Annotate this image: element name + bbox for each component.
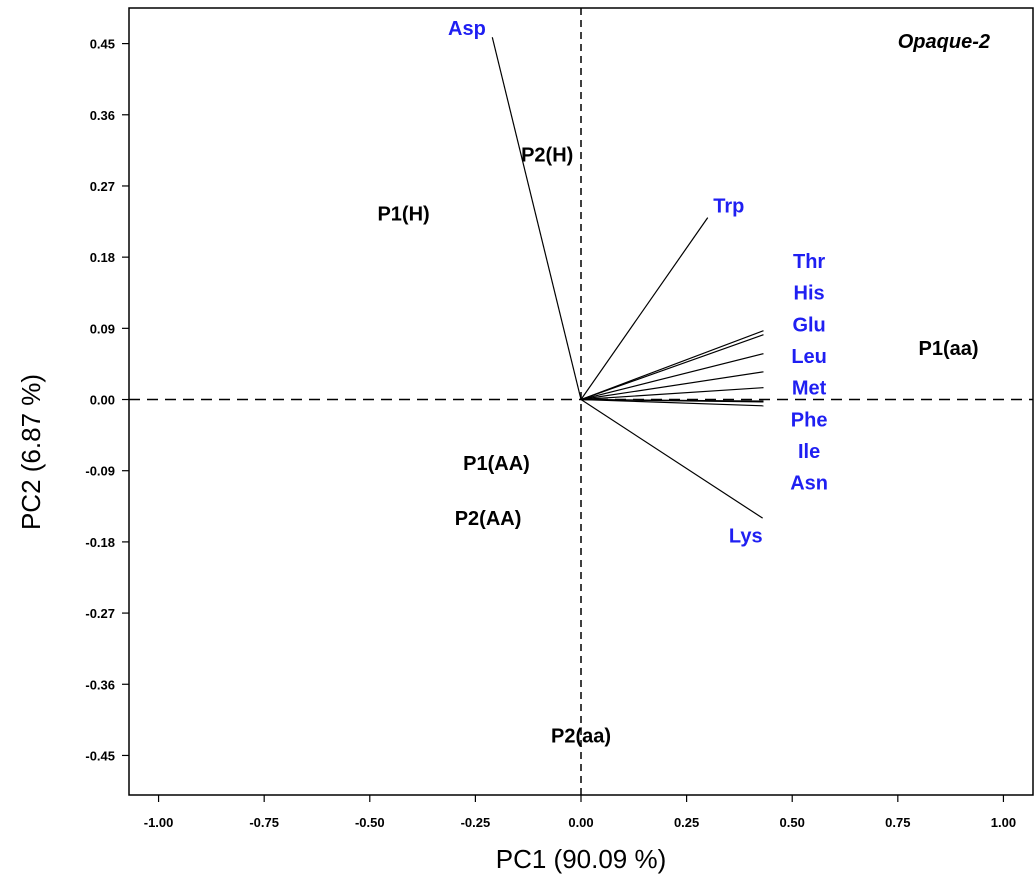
y-tick-label: 0.36 [90, 108, 115, 123]
vector-label: Met [792, 378, 827, 400]
vector-lys [580, 399, 763, 519]
vector-label: Leu [791, 346, 827, 368]
point-label: P1(H) [377, 204, 429, 226]
x-tick-label: -0.25 [461, 815, 491, 830]
vector-label: Thr [793, 251, 825, 273]
chart-title: Opaque-2 [898, 31, 990, 53]
y-tick-label: 0.09 [90, 321, 115, 336]
y-tick-label: -0.27 [85, 606, 115, 621]
vector-label: Phe [791, 409, 828, 431]
y-tick-label: -0.18 [85, 535, 115, 550]
point-label: P1(aa) [918, 338, 978, 360]
vector-label: Lys [729, 526, 763, 548]
x-axis-ticks: -1.00 -0.75 -0.50 -0.25 0.00 0.25 0.50 0.75 1.00 [144, 795, 1016, 830]
y-tick-label: 0.00 [90, 393, 115, 408]
vector-label: Glu [792, 314, 825, 336]
x-tick-label: 0.00 [568, 815, 593, 830]
y-tick-label: 0.27 [90, 179, 115, 194]
x-tick-label: 1.00 [991, 815, 1016, 830]
y-tick-label: 0.45 [90, 37, 115, 52]
x-axis-title: PC1 (90.09 %) [496, 844, 667, 874]
x-tick-label: 0.75 [885, 815, 910, 830]
vector-thr [580, 330, 764, 401]
point-label: P2(aa) [551, 726, 611, 748]
y-axis-title: PC2 (6.87 %) [16, 374, 46, 530]
y-tick-label: -0.36 [85, 677, 115, 692]
loading-labels: Asp Trp Thr His Glu Leu Met Phe Ile Asn Lys [448, 18, 828, 548]
vector-label: Asn [790, 473, 828, 495]
vector-label: Trp [713, 196, 744, 218]
vector-label: Asp [448, 18, 486, 40]
x-tick-label: 0.50 [780, 815, 805, 830]
point-label: P2(H) [521, 144, 573, 166]
reference-lines [129, 8, 1033, 795]
vector-asp [491, 37, 582, 400]
vector-asn [580, 398, 764, 402]
vector-glu [580, 353, 764, 401]
vector-label: His [794, 283, 825, 305]
y-tick-label: 0.18 [90, 250, 115, 265]
x-tick-label: -1.00 [144, 815, 174, 830]
vector-label: Ile [798, 441, 820, 463]
x-tick-label: -0.75 [249, 815, 279, 830]
vector-ile [580, 398, 764, 407]
plot-frame [128, 7, 1034, 796]
vector-trp [580, 217, 709, 400]
vector-met [580, 387, 764, 401]
x-tick-label: 0.25 [674, 815, 699, 830]
vector-his [580, 334, 764, 401]
y-tick-label: -0.45 [85, 748, 115, 763]
y-axis-ticks: 0.45 0.36 0.27 0.18 0.09 0.00 -0.09 -0.18 -0.27 -… [85, 37, 129, 763]
loading-vectors [491, 37, 764, 519]
point-label: P1(AA) [463, 453, 530, 475]
point-label: P2(AA) [455, 508, 522, 530]
vector-leu [580, 371, 764, 401]
y-tick-label: -0.09 [85, 464, 115, 479]
x-tick-label: -0.50 [355, 815, 385, 830]
score-points: P2(H) P1(H) P1(aa) P1(AA) P2(AA) P2(aa) [377, 144, 978, 747]
